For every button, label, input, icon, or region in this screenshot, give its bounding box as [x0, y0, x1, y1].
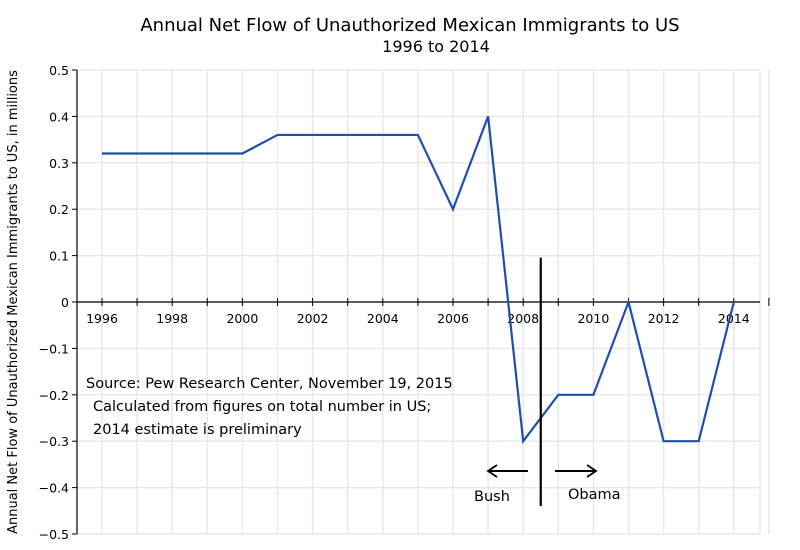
- x-tick-label: 2002: [297, 311, 329, 326]
- x-tick-label: 1996: [86, 311, 118, 326]
- source-note-line-2: Calculated from figures on total number …: [93, 399, 431, 415]
- x-tick-label: 2014: [718, 311, 750, 326]
- x-tick-label: 1998: [156, 311, 188, 326]
- y-tick-label: 0.1: [49, 249, 69, 264]
- y-tick-label: −0.4: [39, 481, 69, 496]
- obama-arrowhead: [586, 464, 598, 478]
- x-tick-label: 2012: [648, 311, 680, 326]
- x-tick-label: 2000: [226, 311, 258, 326]
- annotations: [486, 257, 598, 507]
- y-tick-label: 0.3: [49, 156, 69, 171]
- y-tick-label: 0.5: [49, 63, 69, 78]
- chart-title: Annual Net Flow of Unauthorized Mexican …: [140, 15, 679, 36]
- series: [101, 116, 735, 445]
- x-tick-label: 2010: [577, 311, 609, 326]
- x-tick-label: 2008: [507, 311, 539, 326]
- bush-label: Bush: [474, 489, 510, 505]
- x-tick-label: 2004: [367, 311, 399, 326]
- y-tick-label: −0.1: [39, 341, 69, 356]
- y-tick-label: −0.3: [39, 434, 69, 449]
- y-tick-label: 0.2: [49, 202, 69, 217]
- source-note-line-3: 2014 estimate is preliminary: [93, 422, 302, 438]
- source-note-line-1: Source: Pew Research Center, November 19…: [86, 376, 453, 392]
- obama-label: Obama: [568, 487, 621, 503]
- chart-subtitle: 1996 to 2014: [382, 37, 490, 56]
- y-tick-label: 0: [61, 295, 69, 310]
- bush-arrowhead: [486, 464, 498, 478]
- y-tick-label: 0.4: [49, 109, 69, 124]
- y-axis-label: Annual Net Flow of Unauthorized Mexican …: [6, 70, 21, 534]
- y-tick-label: −0.5: [39, 527, 69, 542]
- x-tick-label: 2006: [437, 311, 469, 326]
- y-tick-label: −0.2: [39, 388, 69, 403]
- ticks: 0.5 0.4 0.3 0.2 0.1 0 −0.1 −0.2 −0.3 −0.4 −0.5 1996…: [39, 63, 770, 542]
